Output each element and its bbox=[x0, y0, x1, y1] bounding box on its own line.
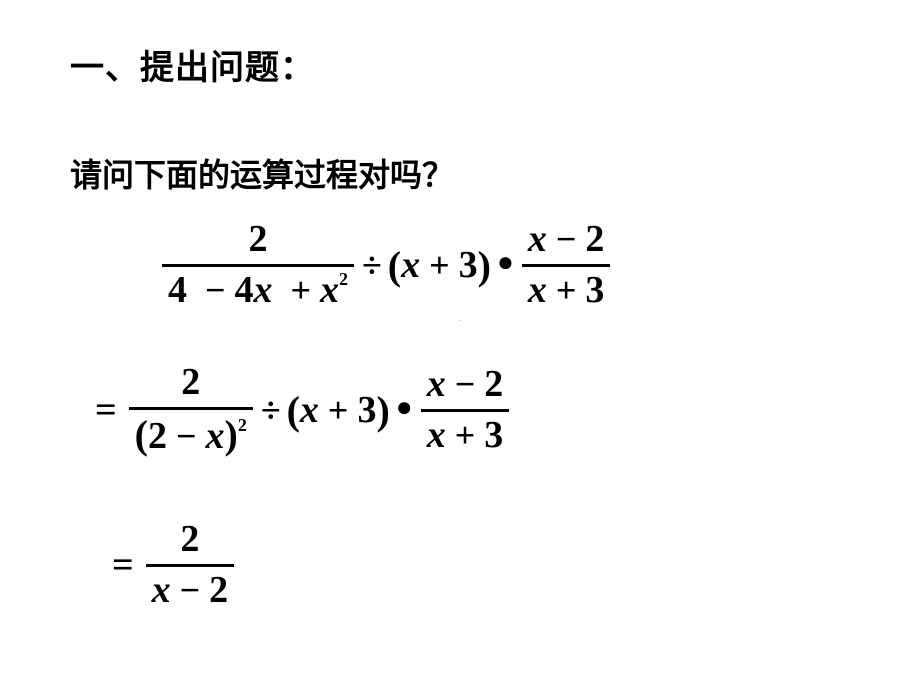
fraction-3: 2 x − 2 bbox=[146, 516, 235, 614]
math-line-1: 2 4 − 4x + x2 ÷ (x + 3) ● x − 2 x + 3 bbox=[160, 210, 612, 320]
fraction-2a: 2 (2 − x)2 bbox=[129, 359, 253, 460]
fraction-1b: x − 2 x + 3 bbox=[522, 216, 611, 314]
equals-sign: = bbox=[95, 388, 117, 432]
section-heading: 一、提出问题： bbox=[70, 40, 315, 89]
math-line-2: = 2 (2 − x)2 ÷ (x + 3) ● x − 2 x + 3 bbox=[95, 355, 511, 465]
question-text: 请问下面的运算过程对吗？ bbox=[70, 150, 454, 196]
fraction-2b: x − 2 x + 3 bbox=[421, 361, 510, 459]
multiply-dot: ● bbox=[497, 247, 514, 279]
multiply-dot: ● bbox=[396, 392, 413, 424]
divide-op: ÷ bbox=[261, 389, 281, 431]
fraction-1a: 2 4 − 4x + x2 bbox=[162, 216, 354, 314]
divide-op: ÷ bbox=[362, 244, 382, 286]
math-line-3: = 2 x − 2 bbox=[112, 510, 236, 620]
equals-sign: = bbox=[112, 543, 134, 587]
